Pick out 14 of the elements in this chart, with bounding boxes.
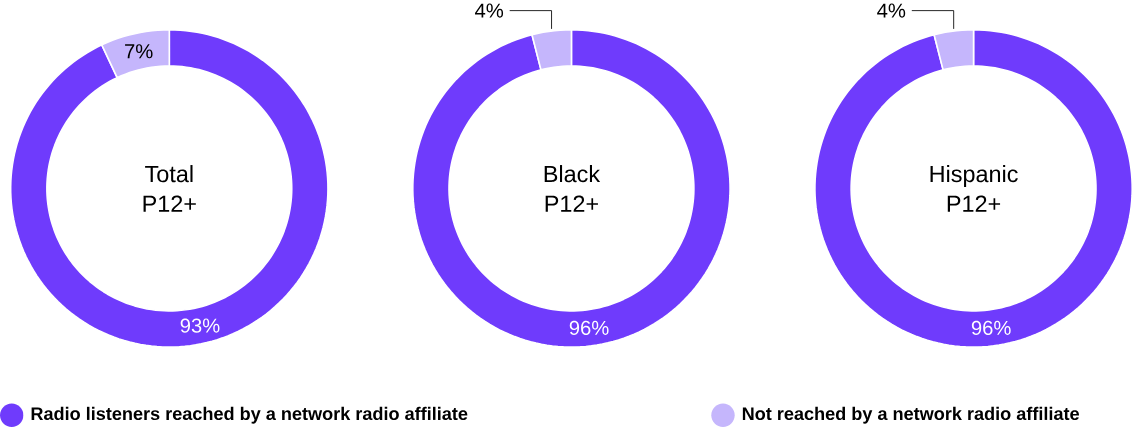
data-label: 7% [125,44,153,59]
text: P12+ [143,195,196,212]
text: P12+ [947,195,1001,212]
data-label: 4% [475,3,504,18]
data-label: 93% [180,318,220,333]
text: Hispanic [930,164,1018,187]
legend-label: Radio listeners reached by a network radio affiliate [31,406,468,424]
text: Total [145,164,193,183]
legend-label: Not reached by a network radio affiliate [742,406,1079,424]
text: Black [544,164,601,183]
data-label: 4% [877,3,906,18]
data-label: 96% [971,320,1011,335]
data-label: 96% [569,320,609,335]
text: P12+ [545,195,598,212]
